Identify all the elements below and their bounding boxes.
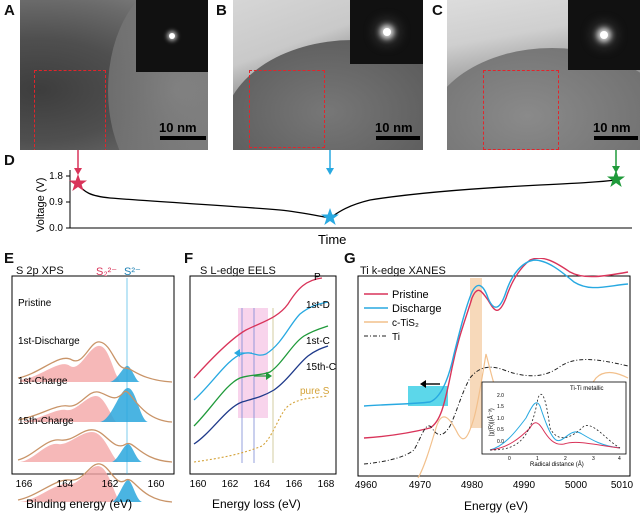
g-inset-xtick: 0	[508, 456, 511, 462]
eels-chart: P 1st-D 1st-C 15th-C pure S 160 162 164 …	[189, 272, 337, 511]
scale-label-b: 10 nm	[375, 120, 413, 135]
g-inset-xlabel: Radical distance (Å)	[530, 461, 584, 468]
e-xlabel: Binding energy (eV)	[26, 497, 132, 511]
g-legend-label: c-TiS₂	[392, 318, 419, 329]
g-xtick: 4960	[355, 480, 378, 491]
panel-b-label: B	[216, 2, 227, 19]
star-marker-c	[607, 170, 625, 187]
f-xtick: 162	[222, 479, 239, 490]
g-inset-xtick: 2	[564, 456, 567, 462]
e-peak-s2: S²⁻	[124, 266, 141, 278]
g-xlabel: Energy (eV)	[464, 499, 528, 513]
d-ylabel: Voltage (V)	[35, 178, 47, 232]
e-row-label: 15th-Charge	[18, 416, 74, 427]
d-xlabel: Time	[318, 232, 346, 247]
f-xtick: 164	[254, 479, 271, 490]
roi-box-b	[249, 70, 325, 148]
panel-d-label: D	[4, 152, 15, 169]
xanes-chart: Pristine Discharge c-TiS₂ Ti Ti-Ti metal…	[355, 258, 634, 513]
g-legend-label: Pristine	[392, 289, 429, 301]
voltage-profile-chart: 1.8 0.9 0.0 Voltage (V) Time	[35, 150, 632, 247]
e-xtick: 160	[148, 479, 165, 490]
e-xtick: 164	[57, 479, 74, 490]
e-xtick: 162	[102, 479, 119, 490]
g-inset-ytick: 2.0	[497, 393, 504, 399]
e-xtick: 166	[16, 479, 33, 490]
g-xtick: 5010	[611, 480, 634, 491]
d-ytick: 0.9	[49, 197, 63, 208]
g-inset-annotation: Ti-Ti metallic	[570, 386, 604, 392]
f-curve-label: 1st-D	[306, 300, 330, 311]
e-title: S 2p XPS	[16, 265, 64, 277]
g-inset-ytick: 0.0	[497, 439, 504, 445]
d-ytick: 0.0	[49, 223, 63, 234]
e-row-label: Pristine	[18, 298, 52, 309]
g-inset-xtick: 4	[618, 456, 621, 462]
f-xtick: 160	[190, 479, 207, 490]
d-ytick: 1.8	[49, 171, 63, 182]
fft-inset-b	[350, 0, 423, 64]
f-curve-label: pure S	[300, 386, 330, 397]
f-curve-label: 15th-C	[306, 362, 336, 373]
g-xtick: 4980	[461, 480, 484, 491]
tem-image-b: 10 nm	[233, 0, 423, 150]
f-curve-label: P	[314, 272, 321, 283]
panel-e-label: E	[4, 250, 15, 267]
e-row-label: 1st-Discharge	[18, 336, 80, 347]
scale-bar-c	[594, 136, 638, 140]
star-marker-a	[69, 174, 87, 191]
panel-f-label: F	[184, 250, 194, 267]
g-xtick: 5000	[565, 480, 588, 491]
roi-box-a	[34, 70, 106, 150]
scale-bar-b	[376, 136, 420, 140]
xps-chart: S₂²⁻ S²⁻ Pristine 1st-Discharge 1st-Char…	[11, 266, 175, 511]
f-xtick: 168	[318, 479, 335, 490]
roi-box-c	[483, 70, 559, 150]
g-xtick: 4970	[409, 480, 432, 491]
f-curve-label: 1st-C	[306, 336, 330, 347]
scale-label-a: 10 nm	[159, 120, 197, 135]
panel-g-label: G	[344, 250, 356, 267]
g-inset-xtick: 3	[592, 456, 595, 462]
scale-bar-a	[160, 136, 206, 140]
g-inset-ytick: 0.5	[497, 427, 504, 433]
g-legend-label: Discharge	[392, 303, 442, 315]
panel-c-label: C	[432, 2, 443, 19]
voltage-curve	[77, 179, 617, 219]
fft-inset-c	[568, 0, 640, 70]
g-inset-ytick: 1.5	[497, 404, 504, 410]
fft-inset-a	[136, 0, 208, 72]
tem-image-a: 10 nm	[20, 0, 208, 150]
f-xlabel: Energy loss (eV)	[212, 497, 301, 511]
e-row-label: 1st-Charge	[18, 376, 68, 387]
f-xtick: 166	[286, 479, 303, 490]
g-xtick: 4990	[513, 480, 536, 491]
g-legend-label: Ti	[392, 332, 400, 343]
e-peak-s22: S₂²⁻	[96, 266, 117, 278]
g-inset-xtick: 1	[536, 456, 539, 462]
tem-image-c: 10 nm	[447, 0, 640, 150]
panel-a-label: A	[4, 2, 15, 19]
g-inset-ylabel: |χ(R)|(Å⁻³)	[488, 408, 495, 436]
star-marker-b	[321, 208, 339, 225]
g-inset-ytick: 1.0	[497, 416, 504, 422]
g-title: Ti k-edge XANES	[360, 265, 446, 277]
scale-label-c: 10 nm	[593, 120, 631, 135]
f-title: S L-edge EELS	[200, 265, 276, 277]
